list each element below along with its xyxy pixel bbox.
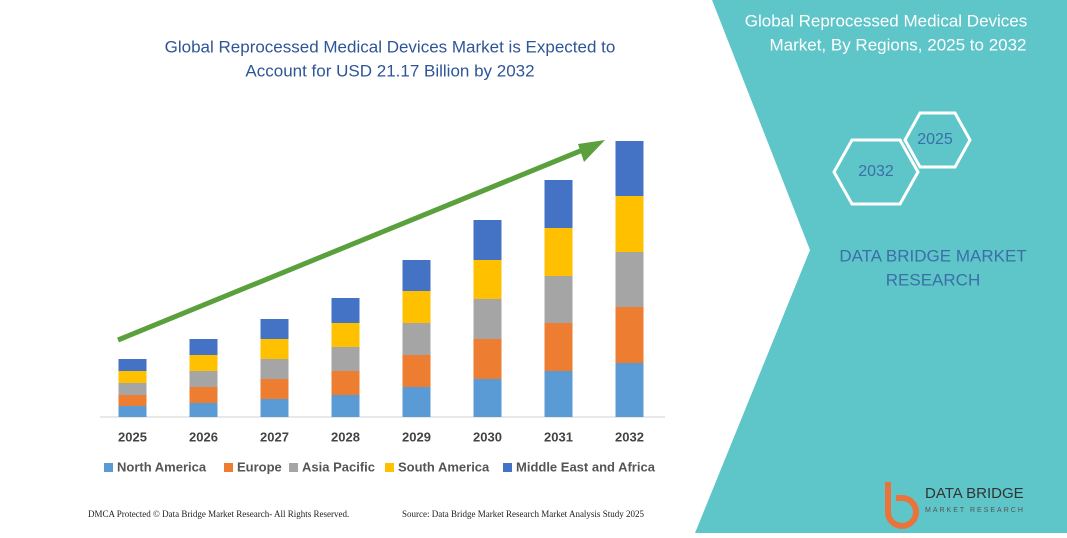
legend-label: South America [398, 459, 490, 474]
bar-segment [331, 395, 360, 417]
bar-segment [118, 359, 147, 371]
bar-segment [260, 399, 289, 417]
panel-title: Global Reprocessed Medical Devices [745, 11, 1028, 30]
bar-segment [473, 260, 502, 299]
bar-segment [402, 260, 431, 291]
logo-name: DATA BRIDGE [925, 485, 1024, 502]
bar-segment [473, 339, 502, 379]
bar-segment [118, 371, 147, 383]
hexagon [832, 138, 920, 206]
bar-segment [615, 141, 644, 196]
bar-segment [331, 347, 360, 371]
bar-segment [544, 180, 573, 228]
bar-segment [260, 319, 289, 339]
bar-segment [189, 403, 218, 417]
x-tick-label: 2030 [473, 429, 502, 444]
legend-swatch [104, 463, 113, 472]
bar-segment [331, 323, 360, 347]
footer-right: Source: Data Bridge Market Research Mark… [402, 509, 644, 519]
x-tick-label: 2028 [331, 429, 360, 444]
bar-segment [615, 307, 644, 363]
legend-label: Europe [237, 459, 282, 474]
bar-segment [331, 371, 360, 395]
bar-segment [473, 379, 502, 417]
chart-title: Global Reprocessed Medical Devices Marke… [165, 37, 616, 56]
bar-segment [189, 339, 218, 355]
legend-label: North America [117, 459, 207, 474]
hexagon [903, 111, 972, 169]
logo-tagline: MARKET RESEARCH [925, 507, 1025, 514]
x-tick-label: 2027 [260, 429, 289, 444]
x-tick-label: 2029 [402, 429, 431, 444]
bar-segment [402, 323, 431, 355]
bar-segment [615, 252, 644, 307]
x-tick-label: 2031 [544, 429, 573, 444]
side-panel [695, 0, 1067, 533]
bar-segment [118, 406, 147, 417]
footer-left: DMCA Protected © Data Bridge Market Rese… [88, 509, 349, 519]
panel-title: Market, By Regions, 2025 to 2032 [769, 35, 1026, 54]
legend-swatch [224, 463, 233, 472]
legend-label: Asia Pacific [302, 459, 375, 474]
arrow-head [578, 140, 605, 162]
bar-segment [118, 383, 147, 395]
hex-label: 2032 [858, 163, 894, 180]
bar-segment [189, 387, 218, 403]
x-tick-label: 2025 [118, 429, 147, 444]
bar-segment [260, 339, 289, 359]
bar-segment [544, 276, 573, 323]
bar-segment [544, 323, 573, 371]
bar-segment [189, 355, 218, 371]
legend-swatch [503, 463, 512, 472]
legend-swatch [289, 463, 298, 472]
bar-segment [402, 291, 431, 323]
legend-label: Middle East and Africa [516, 459, 656, 474]
bar-segment [544, 371, 573, 417]
x-tick-label: 2026 [189, 429, 218, 444]
trend-arrow [117, 144, 591, 343]
bar-segment [473, 220, 502, 260]
hex-label: 2025 [917, 131, 953, 148]
bar-segment [260, 359, 289, 379]
bar-segment [402, 355, 431, 387]
logo-mark [885, 482, 919, 529]
bar-segment [260, 379, 289, 399]
bar-segment [473, 299, 502, 339]
bar-segment [189, 371, 218, 387]
bar-segment [402, 387, 431, 417]
bar-segment [331, 298, 360, 323]
brand: RESEARCH [886, 270, 980, 289]
bar-segment [615, 363, 644, 417]
x-tick-label: 2032 [615, 429, 644, 444]
chart-subtitle: Account for USD 21.17 Billion by 2032 [245, 61, 534, 80]
bar-segment [544, 228, 573, 276]
bar-segment [615, 196, 644, 252]
bar-segment [118, 395, 147, 406]
legend-swatch [385, 463, 394, 472]
brand: DATA BRIDGE MARKET [839, 246, 1026, 265]
